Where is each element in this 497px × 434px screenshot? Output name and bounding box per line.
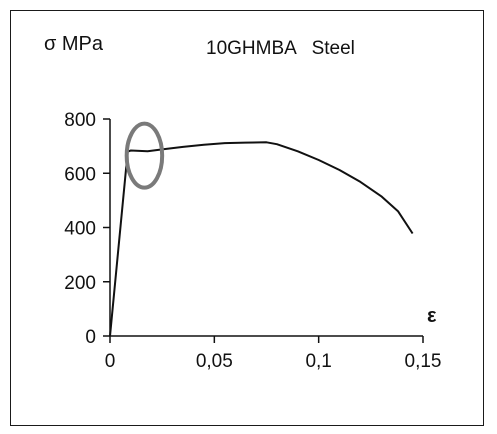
y-tick-label: 800 — [64, 110, 96, 131]
y-tick-label: 600 — [64, 164, 96, 185]
y-tick-label: 200 — [64, 273, 96, 294]
y-tick-label: 400 — [64, 219, 96, 240]
x-tick-label: 0,05 — [196, 351, 233, 372]
y-axis-label: σ MPa — [44, 33, 104, 55]
x-tick-label: 0 — [105, 351, 116, 372]
x-tick-label: 0,15 — [405, 351, 442, 372]
stress-strain-curve — [109, 141, 414, 337]
x-tick-label: 0,1 — [305, 351, 331, 372]
x-axis-label: ε — [427, 305, 437, 327]
chart-title: 10GHMBA Steel — [206, 38, 355, 59]
y-tick-label: 0 — [85, 327, 96, 348]
plot-area — [109, 121, 414, 337]
yield-point-highlight-ellipse — [124, 121, 165, 190]
figure-frame — [10, 10, 484, 426]
axes: 0 200 400 600 800 0 0,05 0,1 0,15 — [64, 110, 441, 372]
